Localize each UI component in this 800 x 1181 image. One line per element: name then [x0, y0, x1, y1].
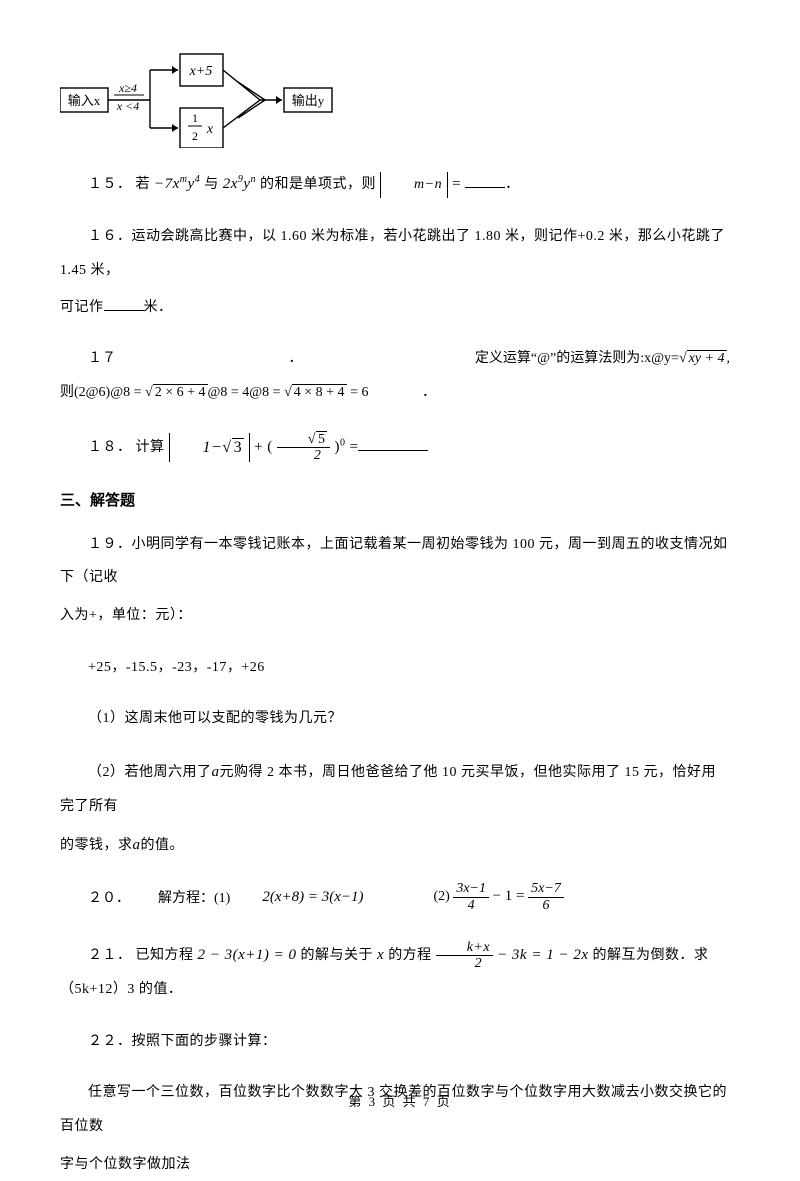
flowchart-svg: 输入x x≥4 x <4 x+5 1 2 x	[60, 48, 355, 148]
q15-t1: 若	[136, 177, 151, 192]
q15-term1: −7xmy4	[154, 176, 200, 192]
q19-l1: １９．小明同学有一本零钱记账本，上面记载着某一周初始零钱为 100 元，周一到周…	[60, 528, 730, 595]
q15-blank	[465, 174, 505, 188]
q21-num: ２１．	[88, 948, 132, 963]
q18-num: １８．	[88, 440, 132, 455]
q15-t4: ．	[505, 177, 520, 192]
page-footer: 第 3 页 共 7 页	[0, 1091, 800, 1110]
q19-s2a: （2）若他周六用了a元购得 2 本书，周日他爸爸给了他 10 元买早饭，但他实际…	[60, 754, 730, 824]
q17-left: １７	[60, 345, 116, 373]
q17-right: 定义运算“@”的运算法则为:x@y=√xy + 4,	[475, 345, 730, 373]
q19-s1: （1）这周末他可以支配的零钱为几元？	[60, 702, 730, 736]
q16-num: １６．	[88, 229, 132, 244]
q18-t1: 计算	[136, 440, 165, 455]
q17-prefix: 则	[60, 385, 74, 400]
flow-cond-top: x≥4	[118, 81, 137, 95]
q18-abs: 1−√3	[169, 433, 251, 463]
q18: １８． 计算 1−√3 + ( √5 2 )0 =	[60, 429, 730, 465]
q16-t1: 运动会跳高比赛中，以 1.60 米为标准，若小花跳出了 1.80 米，则记作+0…	[60, 229, 725, 278]
q15-num: １５．	[88, 177, 132, 192]
q22-l1: ２２．按照下面的步骤计算：	[60, 1025, 730, 1059]
q15-t2: 与	[204, 177, 219, 192]
q20-eq1: 2(x+8) = 3(x−1)	[234, 889, 363, 906]
q16-blank	[104, 297, 144, 311]
flow-cond-bot: x <4	[116, 99, 139, 113]
flow-branch-bot-den: 2	[192, 129, 198, 143]
flow-input: 输入x	[68, 93, 101, 108]
flow-branch-bot-num: 1	[192, 111, 198, 125]
q20-num: ２０．	[60, 887, 130, 907]
q15-abs: m−n	[380, 172, 448, 198]
q20: ２０． 解方程：(1) 2(x+8) = 3(x−1) (2) 3x−1 4 −…	[60, 881, 730, 913]
q20-f1: 3x−1 4	[453, 881, 489, 913]
q19-s2c: 的零钱，求a的值。	[60, 827, 730, 863]
q15-term2: 2x9yn	[223, 176, 256, 192]
q15-t3: 的和是单项式，则	[260, 177, 376, 192]
q17-sqrt-root: √xy + 4	[679, 350, 727, 366]
q17-row2: 则(2@6)@8 = √2 × 6 + 4@8 = 4@8 = √4 × 8 +…	[60, 381, 730, 401]
flow-branch-top: x+5	[189, 64, 213, 79]
q19-l1b: 入为+，单位：元）：	[60, 599, 730, 633]
q17-row1: １７ ． 定义运算“@”的运算法则为:x@y=√xy + 4,	[60, 345, 730, 373]
q21-eq1: 2 − 3(x+1) = 0	[198, 947, 297, 963]
q22-l2b: 字与个位数字做加法	[60, 1148, 730, 1181]
q19-nums: +25，-15.5，-23，-17，+26	[60, 651, 730, 685]
q16-t2: 可记作	[60, 300, 104, 315]
q16-l1: １６．运动会跳高比赛中，以 1.60 米为标准，若小花跳出了 1.80 米，则记…	[60, 220, 730, 287]
flow-output: 输出y	[292, 93, 325, 108]
flowchart-diagram: 输入x x≥4 x <4 x+5 1 2 x	[60, 48, 730, 148]
q17-sep: ．	[116, 345, 475, 373]
q20-f2: 5x−7 6	[528, 881, 564, 913]
q18-blank	[358, 437, 428, 451]
q16-unit: 米．	[144, 300, 173, 315]
q18-frac: √5 2	[277, 432, 331, 464]
q16-l2: 可记作 米．	[60, 291, 730, 325]
q22-num: ２２．	[88, 1034, 132, 1049]
q15-eq: =	[452, 176, 461, 192]
q15: １５． 若 −7xmy4 与 2x9yn 的和是单项式，则 m−n = ．	[60, 166, 730, 202]
q21-frac: k+x 2	[436, 940, 493, 972]
q21: ２１． 已知方程 2 − 3(x+1) = 0 的解与关于 x 的方程 k+x …	[60, 937, 730, 1007]
flow-branch-bot-suf: x	[206, 122, 214, 137]
q19-num: １９．	[88, 537, 132, 552]
section-title: 三、解答题	[60, 489, 730, 510]
